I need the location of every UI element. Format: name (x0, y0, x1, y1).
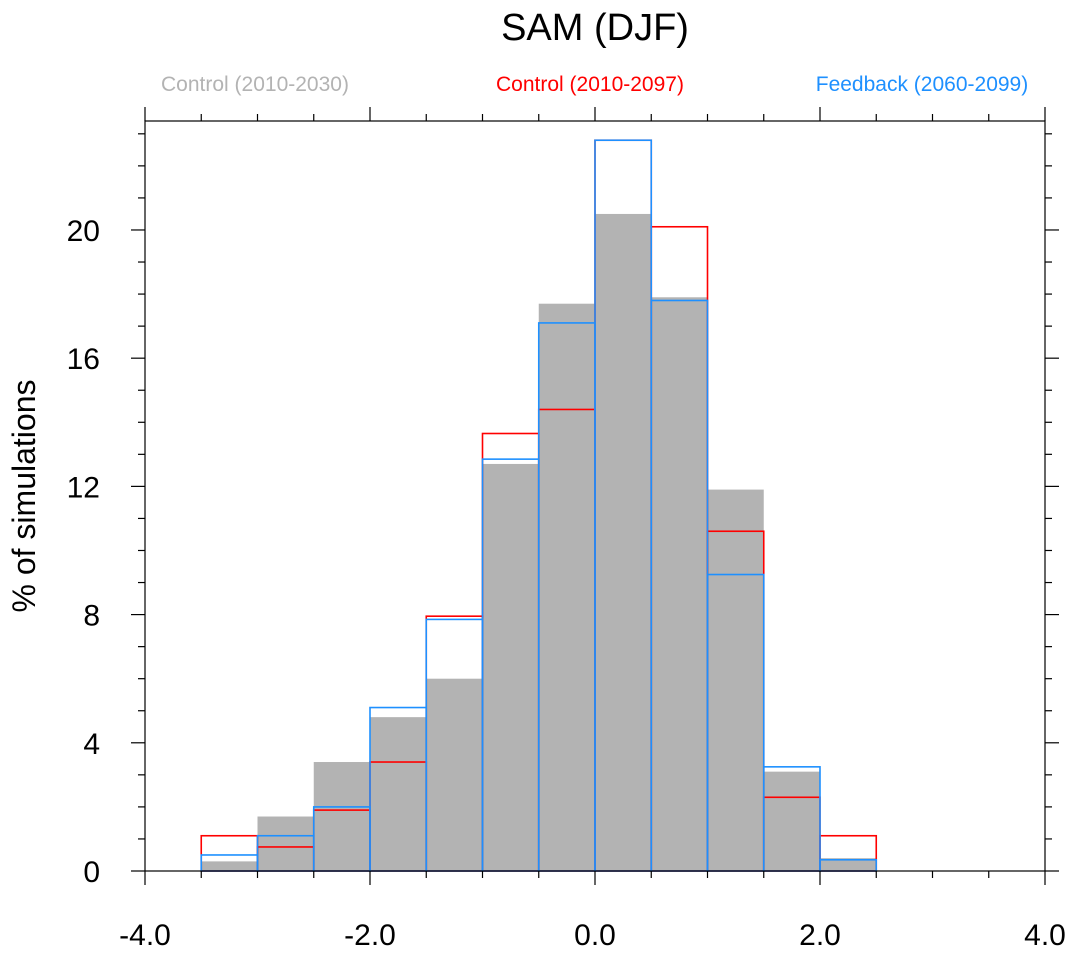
x-tick-label: -2.0 (344, 919, 396, 952)
legend-label-control-2010-2097: Control (2010-2097) (496, 73, 684, 96)
y-tick-label: 12 (67, 471, 100, 504)
chart-title: SAM (DJF) (501, 7, 689, 49)
y-tick-label: 20 (67, 215, 100, 248)
legend-label-control-2010-2030: Control (2010-2030) (161, 73, 349, 96)
control-2010-2030-bar (763, 771, 820, 871)
x-tick-label: 2.0 (799, 919, 841, 952)
plot-frame (144, 120, 1046, 872)
x-tick-label: 4.0 (1024, 919, 1066, 952)
control-2010-2030-bar (257, 816, 314, 871)
legend-label-feedback-2060-2099: Feedback (2060-2099) (816, 73, 1028, 96)
series-control-2010-2030-bars (201, 213, 877, 871)
control-2010-2030-bar (482, 463, 539, 871)
y-tick-label: 0 (83, 856, 100, 889)
control-2010-2030-bar (313, 762, 370, 871)
y-tick-label: 8 (83, 600, 100, 633)
y-tick-label: 4 (83, 728, 100, 761)
y-axis-tick-labels: 0 4 8 12 16 20 (67, 215, 100, 889)
series-feedback-2060-2099-bars (200, 139, 878, 872)
y-axis-label: % of simulations (6, 380, 42, 613)
control-2010-2030-bar (370, 717, 427, 871)
control-2010-2030-bar (538, 303, 595, 871)
y-tick-label: 16 (67, 343, 100, 376)
control-2010-2030-bar (651, 297, 708, 871)
control-2010-2030-bar (707, 489, 764, 871)
x-tick-label: -4.0 (119, 919, 171, 952)
x-axis-tick-labels: -4.0 -2.0 0.0 2.0 4.0 (119, 919, 1066, 952)
control-2010-2030-bar (201, 861, 258, 871)
control-2010-2030-bar (595, 213, 652, 871)
control-2010-2030-bar (426, 678, 483, 871)
axis-ticks (131, 107, 1059, 885)
x-tick-label: 0.0 (574, 919, 616, 952)
control-2010-2030-bar (820, 858, 877, 871)
